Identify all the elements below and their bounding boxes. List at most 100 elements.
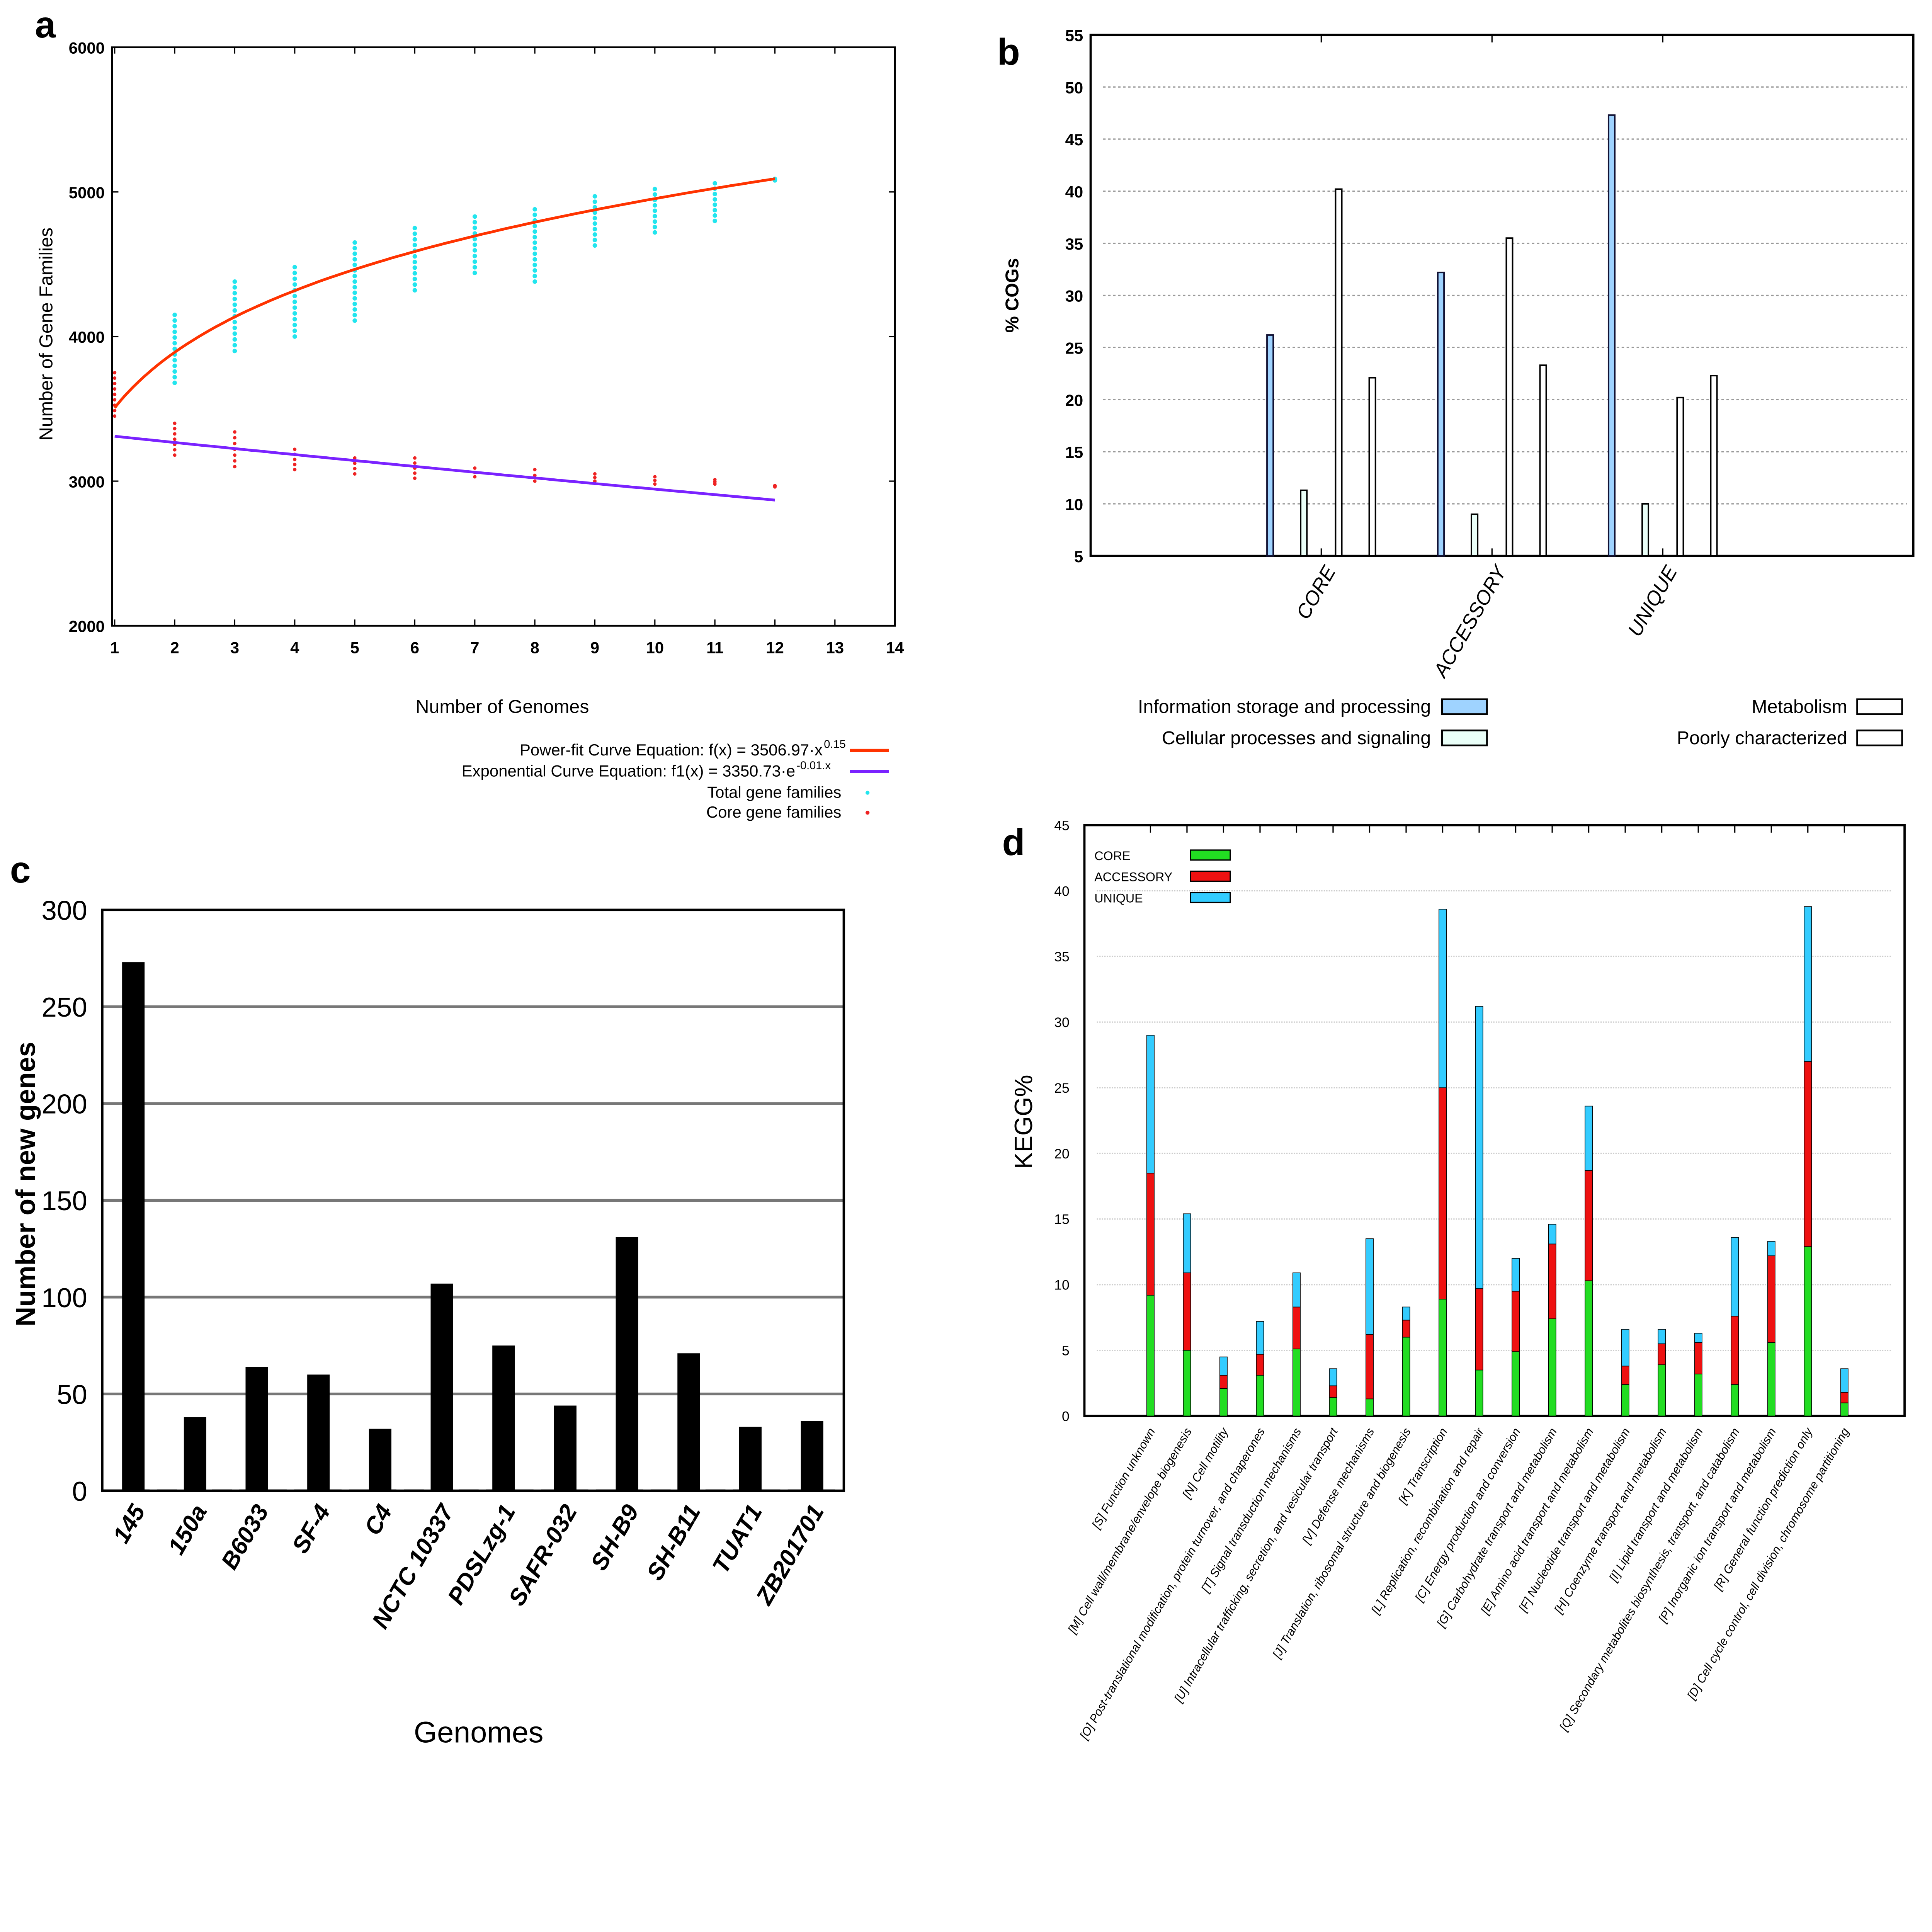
- x-tick-label: 11: [706, 638, 723, 656]
- panel-label-c: c: [10, 849, 31, 891]
- total-gene-point: [292, 265, 297, 270]
- core-gene-point: [233, 436, 236, 440]
- bar-segment-accessory: [1731, 1316, 1739, 1385]
- legend-swatch: [1856, 698, 1903, 715]
- bar-segment-unique: [1329, 1368, 1337, 1386]
- core-gene-point: [173, 448, 177, 452]
- total-gene-point: [652, 230, 657, 235]
- total-gene-point: [532, 229, 537, 234]
- bar: [492, 1345, 515, 1491]
- legend-swatch: [1856, 730, 1903, 747]
- x-tick-label: 6: [410, 638, 419, 656]
- total-gene-point: [592, 210, 597, 215]
- total-gene-point: [412, 237, 417, 242]
- total-gene-point: [532, 268, 537, 273]
- total-gene-point: [412, 277, 417, 281]
- core-gene-point: [233, 430, 236, 434]
- bar: [1505, 237, 1514, 557]
- bar-segment-accessory: [1548, 1243, 1556, 1319]
- total-gene-point: [172, 335, 177, 340]
- total-gene-point: [532, 224, 537, 228]
- legend-label: Poorly characterized: [1677, 728, 1847, 748]
- total-gene-point: [532, 207, 537, 212]
- bar: [1710, 375, 1718, 557]
- core-gene-point: [293, 447, 297, 451]
- total-gene-point: [172, 380, 177, 385]
- exponential-fit-line: [114, 435, 775, 502]
- legend-label: Cellular processes and signaling: [1162, 728, 1431, 748]
- core-gene-point: [593, 472, 597, 476]
- bar-segment-core: [1366, 1398, 1374, 1417]
- core-gene-point: [233, 465, 236, 469]
- y-axis-title: Number of new genes: [10, 1042, 41, 1327]
- bar-segment-accessory: [1146, 1173, 1155, 1296]
- bar-segment-accessory: [1219, 1375, 1228, 1389]
- bar-segment-core: [1621, 1384, 1629, 1417]
- total-gene-point: [232, 325, 237, 330]
- core-gene-point: [173, 437, 177, 441]
- bar: [1676, 396, 1684, 557]
- total-gene-point: [172, 358, 177, 362]
- total-gene-point: [172, 375, 177, 379]
- bar-segment-accessory: [1767, 1255, 1776, 1343]
- total-gene-point: [352, 246, 357, 250]
- total-gene-point: [292, 294, 297, 298]
- category-label: [V] Defense mechanisms: [1299, 1426, 1377, 1547]
- total-gene-point: [232, 279, 237, 284]
- total-gene-point: [412, 288, 417, 293]
- total-gene-point: [472, 270, 477, 276]
- panel-d-kegg-stacked-bars: 0 5 10 15 20 25 30 35 40 45 KEGG% [S] Function unkn…: [1010, 818, 1906, 1742]
- total-gene-point: [412, 271, 417, 276]
- core-gene-point: [533, 468, 537, 471]
- total-gene-point: [713, 202, 717, 207]
- total-gene-point: [352, 251, 357, 256]
- bar-segment-unique: [1366, 1238, 1374, 1335]
- legend-point-swatch: [865, 811, 870, 815]
- total-gene-point: [652, 208, 657, 213]
- total-gene-point: [292, 323, 297, 327]
- y-tick-label: 20: [1065, 391, 1083, 409]
- total-gene-point: [472, 265, 477, 270]
- total-gene-point: [412, 231, 417, 236]
- y-tick-label: 40: [1065, 183, 1083, 201]
- total-gene-point: [713, 197, 717, 202]
- panel-label-b: b: [997, 31, 1020, 73]
- category-label: [Q] Secondary metabolites biosynthesis, …: [1557, 1426, 1742, 1733]
- bar-segment-core: [1183, 1350, 1191, 1417]
- bar-segment-unique: [1402, 1306, 1410, 1321]
- y-tick-label: 5000: [69, 184, 105, 202]
- total-gene-point: [652, 224, 657, 230]
- bar-segment-core: [1256, 1375, 1264, 1417]
- x-tick-label: 12: [766, 638, 784, 656]
- total-gene-point: [592, 194, 597, 199]
- core-gene-point: [113, 414, 117, 418]
- core-gene-point: [353, 467, 357, 471]
- total-gene-point: [292, 317, 297, 321]
- core-gene-point: [593, 479, 597, 483]
- total-gene-point: [592, 232, 597, 237]
- total-gene-point: [232, 291, 237, 296]
- core-gene-point: [233, 459, 236, 463]
- core-gene-point: [473, 475, 477, 479]
- core-gene-point: [413, 456, 417, 460]
- bar-segment-core: [1585, 1280, 1593, 1417]
- core-gene-point: [653, 482, 657, 486]
- total-gene-point: [232, 285, 237, 290]
- total-gene-point: [472, 242, 477, 247]
- total-gene-point: [652, 219, 657, 224]
- total-gene-point: [592, 216, 597, 221]
- total-gene-point: [532, 279, 537, 284]
- x-axis-title: Number of Genomes: [415, 696, 589, 717]
- y-axis-title: % COGs: [1002, 258, 1022, 333]
- total-gene-point: [172, 341, 177, 345]
- total-gene-point: [412, 243, 417, 248]
- bar-segment-core: [1475, 1369, 1483, 1417]
- bar-segment-accessory: [1292, 1306, 1301, 1350]
- total-gene-point: [352, 296, 357, 301]
- y-tick-label: 35: [1054, 949, 1069, 964]
- bar: [1266, 334, 1274, 557]
- total-gene-point: [472, 259, 477, 264]
- core-gene-point: [173, 453, 177, 457]
- legend-label: UNIQUE: [1094, 891, 1143, 905]
- bar-segment-core: [1840, 1402, 1849, 1417]
